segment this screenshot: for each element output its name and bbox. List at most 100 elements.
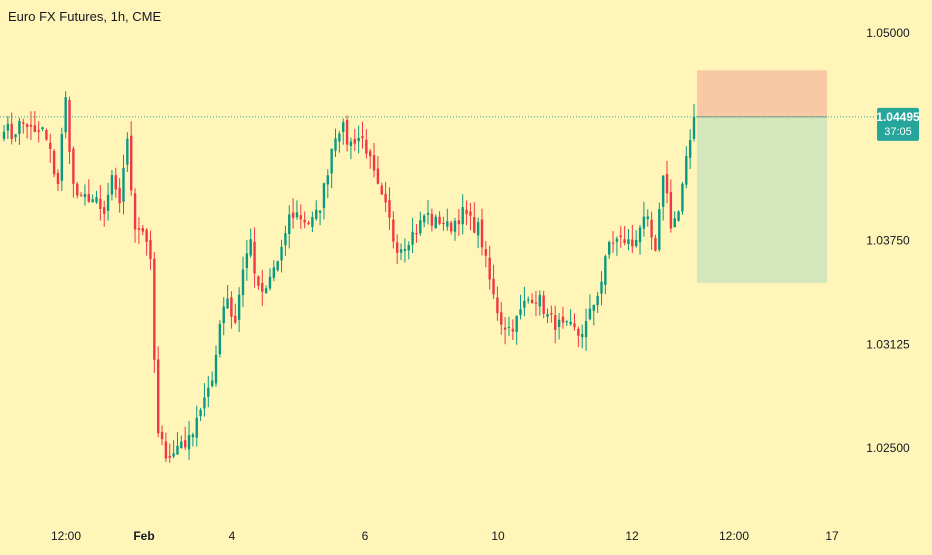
candle [68,96,71,164]
candle-body [303,219,306,223]
stop-loss-zone[interactable] [697,70,827,117]
candle-body [299,215,303,220]
candle [222,297,225,336]
candle [608,240,611,259]
candle [681,181,684,215]
candle [446,208,449,231]
candle [311,211,314,233]
candle-body [611,242,615,244]
candle-body [37,130,40,132]
candle-body [353,138,356,144]
candle [500,302,503,335]
candle-body [658,209,661,250]
candle [60,127,64,191]
candle-body [631,239,634,247]
price-tag-countdown: 37:05 [884,126,912,138]
candle [654,234,657,252]
candle [357,125,360,154]
candle-body [326,175,329,185]
candle-body [172,453,175,457]
candle-body [106,194,110,211]
candle-body [546,313,549,317]
candle [191,432,195,447]
candle [492,264,495,299]
candle-body [399,249,403,253]
candle [661,175,665,221]
candle [272,260,276,282]
candle-body [446,221,449,227]
candle [99,185,102,221]
candle [6,116,10,140]
candle-body [291,212,295,218]
candle-body [584,321,588,338]
candle [33,111,37,133]
candle-body [79,194,83,196]
candle [388,187,391,230]
candle [122,154,125,215]
candle-body [604,256,607,285]
candle [596,291,599,313]
candle-body [592,305,595,311]
candle-body [627,239,630,245]
candle-body [376,168,380,184]
candle [160,425,164,446]
candle [669,179,673,233]
candle-body [249,239,252,256]
candle [234,303,237,325]
candle-body [218,323,222,355]
candle [392,211,395,249]
candle-body [642,216,646,229]
candle-body [122,167,125,202]
candle [523,286,526,317]
candle-body [207,387,210,397]
candle-body [234,315,237,323]
candle [245,239,249,281]
candle-body [550,313,553,315]
candle [118,177,121,213]
candle-body [469,211,472,216]
candle [180,435,183,449]
candle [137,217,141,245]
candle-body [6,123,10,131]
candle [546,308,549,324]
candle [342,118,345,145]
candle-body [268,276,272,289]
candle-body [307,222,310,225]
candle [295,200,299,220]
candle [376,156,380,185]
candle [438,211,441,226]
candle-body [515,315,518,332]
candle-body [442,222,445,224]
candle-body [488,257,491,280]
candle [369,148,372,169]
candle-body [480,219,484,248]
candle-body [530,299,534,304]
candle [372,142,376,178]
candle-body [484,249,488,256]
candle [207,376,210,408]
candle-body [210,380,214,387]
candle [511,319,515,340]
candle [345,115,349,152]
candle-body [91,199,94,203]
candle [488,245,491,290]
candle [37,121,40,143]
candle [276,260,279,272]
candle [476,217,480,249]
candle-body [237,294,241,320]
candle-body [542,295,545,314]
candle [79,192,83,197]
candle-body [692,116,696,139]
x-tick-label: 6 [362,529,369,543]
candle-body [342,122,345,132]
y-tick-label: 1.02500 [866,441,910,455]
price-tag-value: 1.04495 [876,110,920,124]
candle [611,231,615,253]
candle-body [688,140,692,158]
candle [284,225,287,256]
candle-body [608,241,611,255]
candle [307,220,310,226]
take-profit-zone[interactable] [697,116,827,283]
